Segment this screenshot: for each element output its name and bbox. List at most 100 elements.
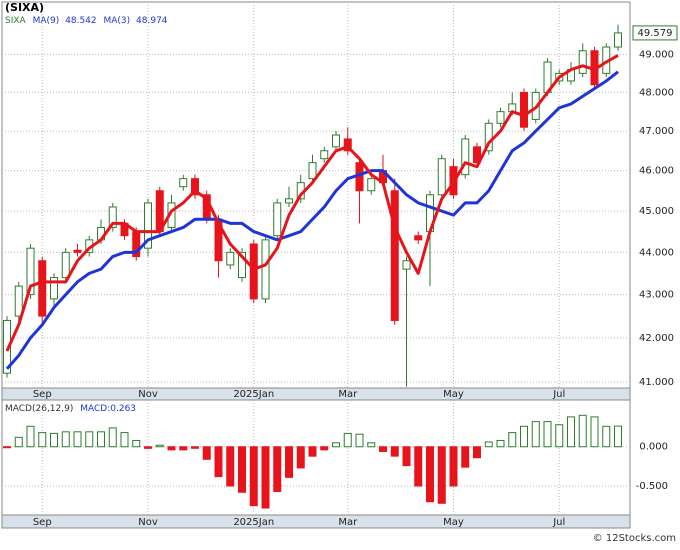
candle-body [61, 251, 70, 279]
x-tick-label: Jul [552, 517, 565, 528]
candle-body [520, 91, 528, 128]
y-tick-label: 0.000 [639, 442, 668, 453]
candle-body [179, 178, 188, 188]
last-price-label: 49.579 [638, 28, 673, 39]
candle-body [614, 32, 622, 48]
candle-body [484, 122, 493, 152]
macd-bar [343, 432, 352, 448]
x-tick-label: Mar [338, 517, 358, 528]
y-tick-label: 47.000 [639, 126, 674, 137]
macd-bar [578, 414, 587, 448]
macd-bar [390, 446, 399, 457]
macd-bar [50, 432, 58, 448]
macd-title: MACD(26,12,9) [5, 404, 73, 414]
macd-bar [520, 425, 528, 448]
candle-body [191, 178, 199, 196]
x-tick-label: Nov [138, 389, 158, 400]
legend: SIXA MA(9) 48.542 MA(3) 48.974 [5, 16, 168, 26]
macd-bar [379, 446, 387, 452]
y-tick-label: 43.000 [639, 290, 674, 301]
x-tick-label: 2025Jan [233, 389, 274, 400]
x-tick-label: Jul [552, 389, 565, 400]
macd-bar [14, 436, 23, 448]
candle-body [578, 50, 587, 74]
y-tick-label: 49.000 [639, 50, 674, 61]
legend-entry: MA(3) [104, 16, 131, 26]
macd-bar [26, 425, 35, 448]
ma-line [5, 70, 619, 370]
macd-bar [355, 433, 364, 448]
macd-bar [461, 446, 470, 468]
candle-body [320, 150, 329, 160]
macd-bar [120, 432, 129, 448]
macd-bar [38, 432, 47, 448]
macd-bar [367, 442, 376, 448]
macd-bar [3, 446, 11, 449]
macd-bar [61, 431, 70, 448]
macd-bar [73, 431, 82, 448]
candle-body [273, 202, 282, 237]
x-tick-label: 2025Jan [233, 517, 274, 528]
macd-bar [590, 416, 599, 448]
macd-bar [426, 446, 434, 503]
macd-bar [214, 446, 223, 478]
y-tick-label: 44.000 [639, 247, 674, 258]
legend-symbol: SIXA [5, 16, 27, 26]
macd-bar [320, 446, 329, 451]
candle-body [226, 251, 235, 266]
macd-bar [273, 446, 282, 493]
candle-body [461, 138, 470, 176]
y-tick-label: 42.000 [639, 333, 674, 344]
macd-bar [238, 446, 246, 493]
x-tick-label: Nov [138, 517, 158, 528]
candle-body [437, 158, 446, 196]
candle-body [367, 178, 376, 192]
candle-body [14, 285, 23, 317]
candle-body [108, 206, 117, 228]
macd-bar [508, 432, 517, 448]
candle-body [496, 111, 505, 124]
macd-bar [191, 446, 199, 449]
macd-bar [473, 446, 481, 459]
y-tick-label: 48.000 [639, 87, 674, 98]
price-panel [1, 1, 631, 389]
macd-bar [308, 446, 317, 457]
macd-bar [132, 439, 141, 448]
macd-bar [555, 424, 564, 448]
candle-body [73, 249, 82, 253]
candle-body [473, 146, 481, 164]
macd-bar [484, 441, 493, 448]
macd-bar [531, 421, 540, 448]
macd-bar [543, 421, 552, 448]
macd-bar [296, 446, 305, 469]
x-axis-strip [1, 514, 631, 529]
macd-bar [155, 444, 164, 448]
macd-bar [167, 446, 176, 451]
candle-body [261, 239, 270, 300]
macd-bar [567, 416, 575, 448]
macd-bar [261, 446, 270, 509]
candle-body [50, 277, 58, 300]
x-tick-label: Sep [33, 389, 52, 400]
last-price-box [632, 25, 678, 41]
candle-body [308, 162, 317, 180]
candle-body [332, 134, 340, 148]
macd-bar [449, 446, 458, 487]
macd-bar [85, 431, 94, 448]
macd-bar [332, 442, 340, 448]
x-tick-label: Mar [338, 389, 358, 400]
macd-bar [226, 446, 235, 487]
legend-entry: MA(9) [33, 16, 60, 26]
macd-value: 0.263 [110, 404, 136, 414]
y-tick-label: 45.000 [639, 206, 674, 217]
x-axis-strip [1, 387, 631, 401]
macd-bar [179, 446, 188, 451]
candle-body [402, 260, 411, 270]
candle-body [285, 198, 293, 204]
macd-bar [402, 446, 411, 467]
x-tick-label: May [443, 389, 464, 400]
legend-value: 48.974 [136, 16, 168, 26]
chart-title: (SIXA) [5, 1, 44, 14]
